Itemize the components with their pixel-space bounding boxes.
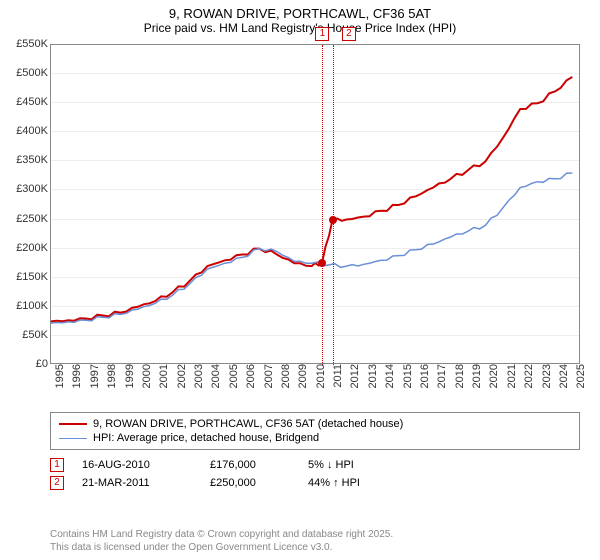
sale-marker-1: 1 xyxy=(50,458,64,472)
sale-price-2: £250,000 xyxy=(210,477,290,489)
xtick: 2020 xyxy=(488,364,500,404)
legend-label-2: HPI: Average price, detached house, Brid… xyxy=(93,432,319,444)
plot-area: 12 xyxy=(50,44,580,364)
xtick: 1997 xyxy=(89,364,101,404)
xtick: 2015 xyxy=(402,364,414,404)
legend-box: 9, ROWAN DRIVE, PORTHCAWL, CF36 5AT (det… xyxy=(50,412,580,450)
legend-row-2: HPI: Average price, detached house, Brid… xyxy=(59,431,571,445)
sale-dot xyxy=(318,259,326,267)
sale-rows: 1 16-AUG-2010 £176,000 5% ↓ HPI 2 21-MAR… xyxy=(50,456,580,492)
xtick: 1999 xyxy=(124,364,136,404)
xtick: 2012 xyxy=(349,364,361,404)
xtick: 2016 xyxy=(419,364,431,404)
xtick: 2005 xyxy=(228,364,240,404)
marker-line xyxy=(333,45,334,365)
xtick: 1995 xyxy=(54,364,66,404)
xtick: 2025 xyxy=(575,364,587,404)
sale-row-2: 2 21-MAR-2011 £250,000 44% ↑ HPI xyxy=(50,474,580,492)
legend-row-1: 9, ROWAN DRIVE, PORTHCAWL, CF36 5AT (det… xyxy=(59,417,571,431)
xtick: 1998 xyxy=(106,364,118,404)
xtick: 2002 xyxy=(176,364,188,404)
legend-block: 9, ROWAN DRIVE, PORTHCAWL, CF36 5AT (det… xyxy=(50,412,580,492)
xtick: 2023 xyxy=(541,364,553,404)
sale-pct-1: 5% ↓ HPI xyxy=(308,459,408,471)
sale-dot xyxy=(329,216,337,224)
series-line xyxy=(51,173,572,323)
sale-date-1: 16-AUG-2010 xyxy=(82,459,192,471)
ytick: £500K xyxy=(0,67,48,79)
xtick: 2011 xyxy=(332,364,344,404)
ytick: £450K xyxy=(0,96,48,108)
marker-label: 2 xyxy=(342,27,356,41)
ytick: £100K xyxy=(0,300,48,312)
sale-marker-2: 2 xyxy=(50,476,64,490)
xtick: 2010 xyxy=(315,364,327,404)
xtick: 2007 xyxy=(263,364,275,404)
sale-pct-2: 44% ↑ HPI xyxy=(308,477,408,489)
ytick: £350K xyxy=(0,154,48,166)
sale-row-1: 1 16-AUG-2010 £176,000 5% ↓ HPI xyxy=(50,456,580,474)
xtick: 2003 xyxy=(193,364,205,404)
xtick: 2021 xyxy=(506,364,518,404)
marker-line xyxy=(322,45,323,365)
xtick: 2014 xyxy=(384,364,396,404)
legend-label-1: 9, ROWAN DRIVE, PORTHCAWL, CF36 5AT (det… xyxy=(93,418,403,430)
xtick: 2009 xyxy=(297,364,309,404)
ytick: £250K xyxy=(0,213,48,225)
series-line xyxy=(51,77,572,321)
xtick: 2001 xyxy=(158,364,170,404)
xtick: 2017 xyxy=(436,364,448,404)
legend-swatch-1 xyxy=(59,423,87,425)
footer-line2: This data is licensed under the Open Gov… xyxy=(50,541,393,554)
xtick: 2024 xyxy=(558,364,570,404)
title-subtitle: Price paid vs. HM Land Registry's House … xyxy=(0,21,600,35)
line-plot-svg xyxy=(51,45,581,365)
xtick: 2018 xyxy=(454,364,466,404)
footer-line1: Contains HM Land Registry data © Crown c… xyxy=(50,528,393,541)
ytick: £150K xyxy=(0,271,48,283)
sale-price-1: £176,000 xyxy=(210,459,290,471)
legend-swatch-2 xyxy=(59,438,87,439)
footer-attribution: Contains HM Land Registry data © Crown c… xyxy=(50,528,393,554)
ytick: £400K xyxy=(0,125,48,137)
xtick: 2019 xyxy=(471,364,483,404)
marker-label: 1 xyxy=(315,27,329,41)
ytick: £200K xyxy=(0,242,48,254)
title-address: 9, ROWAN DRIVE, PORTHCAWL, CF36 5AT xyxy=(0,6,600,21)
chart-container: 9, ROWAN DRIVE, PORTHCAWL, CF36 5AT Pric… xyxy=(0,0,600,560)
ytick: £300K xyxy=(0,183,48,195)
xtick: 2022 xyxy=(523,364,535,404)
ytick: £50K xyxy=(0,329,48,341)
xtick: 2000 xyxy=(141,364,153,404)
xtick: 1996 xyxy=(71,364,83,404)
ytick: £550K xyxy=(0,38,48,50)
ytick: £0 xyxy=(0,358,48,370)
title-block: 9, ROWAN DRIVE, PORTHCAWL, CF36 5AT Pric… xyxy=(0,0,600,37)
xtick: 2004 xyxy=(210,364,222,404)
xtick: 2006 xyxy=(245,364,257,404)
sale-date-2: 21-MAR-2011 xyxy=(82,477,192,489)
xtick: 2008 xyxy=(280,364,292,404)
xtick: 2013 xyxy=(367,364,379,404)
